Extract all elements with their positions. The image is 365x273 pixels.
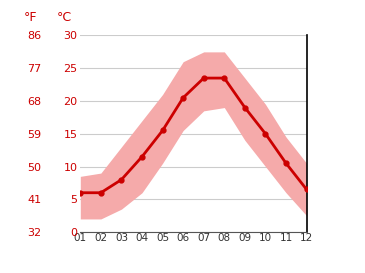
Text: °C: °C	[57, 11, 72, 24]
Text: °F: °F	[24, 11, 37, 24]
